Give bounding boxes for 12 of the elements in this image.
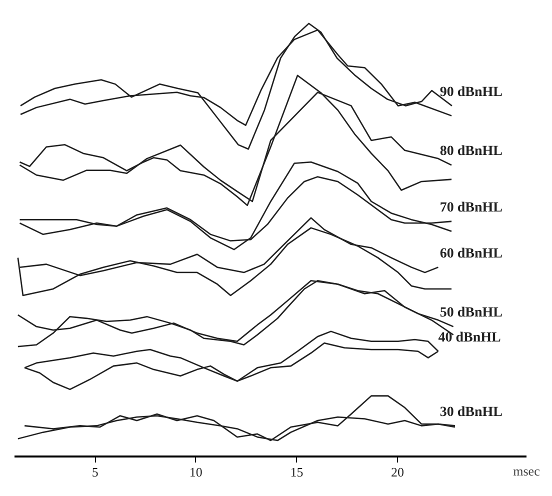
series-label: 50 dBnHL (440, 306, 502, 321)
series-label: 90 dBnHL (440, 84, 502, 100)
series-label: 70 dBnHL (440, 200, 502, 216)
x-tick-label: 5 (92, 464, 98, 480)
series-label: 60 dBnHL (440, 246, 502, 262)
series-label: 40 dBnHL (438, 330, 501, 346)
series-label: 30 dBnHL (440, 404, 502, 420)
x-tick-label: 20 (390, 464, 404, 480)
x-tick-label: 15 (290, 464, 304, 480)
series-label: 80 dBnHL (440, 144, 502, 160)
x-tick-label: 10 (189, 464, 202, 480)
x-axis-title: msec (513, 464, 540, 478)
